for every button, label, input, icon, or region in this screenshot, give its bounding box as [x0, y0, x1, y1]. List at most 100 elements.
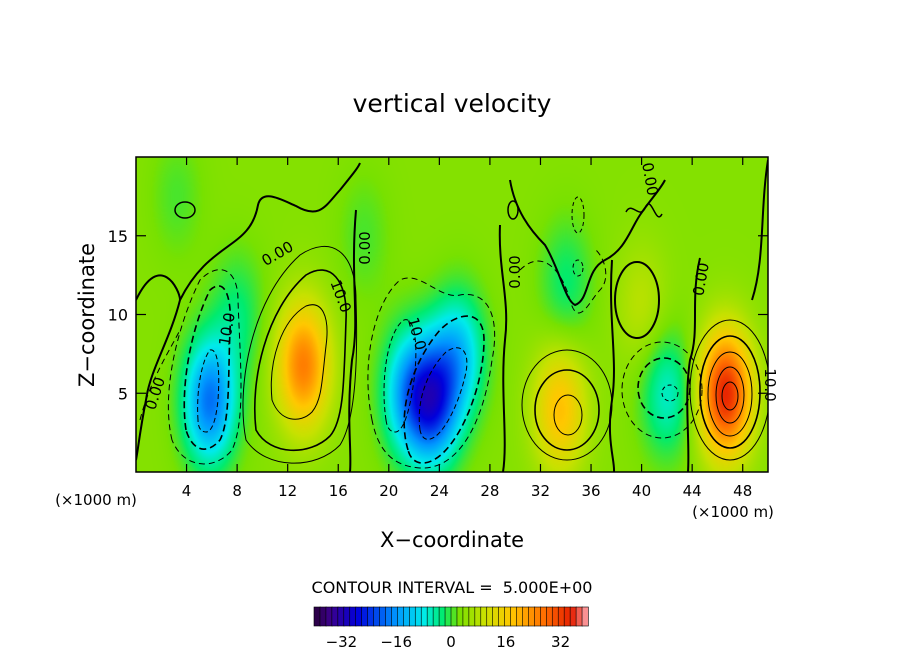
colorbar-swatch: [498, 606, 506, 627]
heatmap-field: [136, 157, 768, 472]
contour-neg-42-inner: [661, 384, 679, 402]
x-tick-label: 16: [329, 482, 348, 500]
x-axis-ticks: 4 8 12 16 20 24 28 32 36 40 44 48: [182, 157, 752, 500]
contour-label: 0.00: [689, 261, 713, 297]
colorbar-swatch: [367, 606, 375, 627]
y-axis-ticks: 5 10 15: [108, 227, 768, 403]
contour-pos-12-outer: [242, 245, 358, 464]
contour-pos-46-in1: [707, 351, 753, 437]
colorbar-swatch: [373, 606, 381, 627]
contour-zero-upper-left: [179, 162, 361, 301]
colorbar-tick-label: 16: [496, 633, 515, 651]
x-axis-label: X−coordinate: [380, 528, 524, 552]
x-tick-label: 4: [182, 482, 192, 500]
colorbar-swatch: [337, 606, 345, 627]
colorbar-swatch: [510, 606, 518, 627]
colorbar-swatch: [504, 606, 512, 627]
contour-lines: [136, 159, 768, 472]
contour-neg-4: [139, 329, 181, 421]
contour-pos-46-mid: [699, 335, 761, 449]
colorbar-swatch: [325, 606, 333, 627]
colorbar-swatch: [444, 606, 452, 627]
colorbar-swatch: [414, 606, 422, 627]
colorbar-tick-label: −32: [326, 633, 358, 651]
contour-zero-mid: [348, 209, 357, 472]
colorbar-swatch: [551, 606, 559, 627]
contour-neg-small-b: [572, 259, 584, 277]
x-tick-label: 20: [379, 482, 398, 500]
colorbar-swatch: [361, 606, 369, 627]
colorbar-swatch: [313, 606, 321, 627]
x-tick-label: 44: [683, 482, 702, 500]
colorbar-swatch: [492, 606, 500, 627]
colorbar-swatch: [403, 606, 411, 627]
colorbar-swatch: [343, 606, 351, 627]
y-tick-label: 5: [118, 384, 128, 403]
colorbar-swatch: [545, 606, 553, 627]
contour-neg-34: [519, 249, 607, 314]
contour-pos-12-mid: [253, 269, 347, 452]
contour-neg-42-mid: [637, 357, 691, 419]
contour-neg-23-inner: [418, 347, 468, 440]
x-tick-label: 36: [581, 482, 600, 500]
colorbar-swatch: [432, 606, 440, 627]
colorbar-swatch: [456, 606, 464, 627]
colorbar-swatch: [426, 606, 434, 627]
colorbar-swatch: [408, 606, 416, 627]
contour-pos-33-mid: [534, 369, 600, 451]
colorbar-swatch: [534, 606, 542, 627]
contour-label: 10.0: [761, 368, 779, 401]
colorbar-tick-label: 32: [551, 633, 570, 651]
contour-zero-loop: [614, 261, 660, 339]
contour-zero-far-right: [686, 257, 701, 472]
x-tick-label: 24: [430, 482, 449, 500]
x-unit-label-right: (×1000 m): [692, 503, 774, 521]
contour-pos-12-inner: [270, 304, 328, 420]
colorbar-swatch: [397, 606, 405, 627]
colorbar-swatch: [331, 606, 339, 627]
contour-neg-23-outer: [367, 277, 496, 469]
contour-neg-small-a: [571, 196, 585, 234]
colorbar-swatch: [349, 606, 357, 627]
x-tick-label: 32: [531, 482, 550, 500]
colorbar-swatch: [379, 606, 387, 627]
colorbar-swatch: [385, 606, 393, 627]
x-tick-label: 28: [480, 482, 499, 500]
colorbar-swatch: [391, 606, 399, 627]
contour-neg-21: [383, 319, 417, 433]
x-unit-label-left: (×1000 m): [55, 491, 137, 509]
heatmap-image: [136, 157, 768, 472]
colorbar-swatch: [516, 606, 524, 627]
colorbar-ticks: −32 −16 0 16 32: [326, 633, 571, 651]
colorbar-swatch: [581, 606, 589, 627]
y-tick-label: 10: [108, 306, 128, 325]
colorbar-swatch: [575, 606, 583, 627]
colorbar-swatch: [563, 606, 571, 627]
contour-label: 10.0: [215, 311, 239, 347]
colorbar-swatch: [462, 606, 470, 627]
contour-pos-46-in3: [721, 381, 739, 411]
contour-zero-edge: [751, 159, 768, 301]
x-tick-label: 48: [733, 482, 752, 500]
x-tick-label: 8: [232, 482, 242, 500]
contour-pos-33-inner: [553, 394, 583, 436]
colorbar-swatch: [355, 606, 363, 627]
chart-title: vertical velocity: [353, 89, 552, 118]
contour-pos-33-outer: [521, 349, 613, 461]
colorbar-swatch: [557, 606, 565, 627]
colorbar-swatch: [480, 606, 488, 627]
contour-zero-right-mid: [509, 179, 666, 307]
contour-neg-6-mid: [183, 285, 232, 450]
contour-zero-center: [498, 224, 508, 472]
colorbar-swatch: [450, 606, 458, 627]
colorbar-swatch: [468, 606, 476, 627]
contour-zero-left: [136, 274, 182, 461]
colorbar-tick-label: −16: [380, 633, 412, 651]
colorbar-swatch: [569, 606, 577, 627]
contour-small-loop-b: [174, 201, 196, 219]
contour-neg-42-outer: [621, 341, 703, 439]
contour-zero-right: [608, 259, 616, 472]
contour-small-loop-a: [507, 200, 519, 220]
contour-neg-6-outer: [167, 269, 242, 465]
colorbar-tick-label: 0: [446, 633, 456, 651]
